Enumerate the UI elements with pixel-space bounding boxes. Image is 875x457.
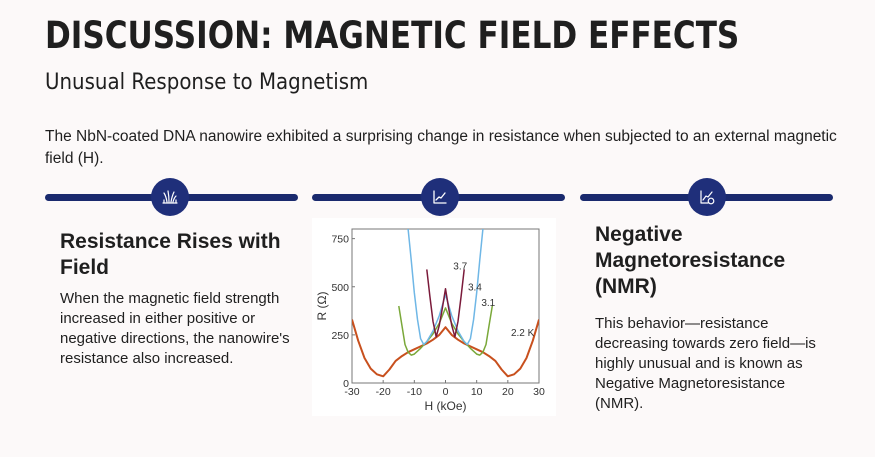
x-tick-label: -10 bbox=[407, 386, 422, 398]
series-annotation: 2.2 K bbox=[511, 328, 535, 339]
y-tick-label: 0 bbox=[343, 378, 349, 390]
x-tick-label: 30 bbox=[533, 386, 545, 398]
left-column-body: When the magnetic field strength increas… bbox=[60, 290, 290, 367]
x-tick-label: 20 bbox=[502, 386, 514, 398]
page-subtitle: Unusual Response to Magnetism bbox=[45, 70, 369, 95]
line-chart-icon bbox=[433, 190, 447, 204]
timeline-node-right bbox=[688, 178, 726, 216]
right-column-body: This behavior—resistance decreasing towa… bbox=[595, 315, 816, 412]
magnetoresistance-chart: -30 -20 -10 0 10 20 30 0 250 500 750 H (kOe) R (Ω) 3.… bbox=[312, 218, 556, 416]
series-line-2-2-K bbox=[352, 319, 539, 378]
series-annotation: 3.7 bbox=[453, 261, 467, 272]
series-line-3-7 bbox=[426, 269, 465, 338]
series-line-3-1 bbox=[398, 305, 494, 356]
y-axis-title: R (Ω) bbox=[315, 292, 329, 321]
grass-icon bbox=[162, 190, 178, 204]
x-tick-label: 0 bbox=[443, 386, 449, 398]
right-column-heading: Negative Magnetoresistance (NMR) bbox=[595, 223, 786, 298]
y-tick-label: 500 bbox=[331, 282, 349, 294]
left-column-heading: Resistance Rises with Field bbox=[60, 230, 281, 279]
series-line-3-4 bbox=[407, 229, 484, 346]
plot-frame bbox=[351, 228, 540, 384]
series-annotation: 3.4 bbox=[468, 283, 482, 294]
y-tick-label: 750 bbox=[331, 234, 349, 246]
chart-search-icon bbox=[700, 190, 715, 205]
timeline-node-left bbox=[151, 178, 189, 216]
x-tick-label: -20 bbox=[376, 386, 391, 398]
y-tick-label: 250 bbox=[331, 330, 349, 342]
x-axis-title: H (kOe) bbox=[425, 399, 467, 413]
page-title: DISCUSSION: MAGNETIC FIELD EFFECTS bbox=[45, 14, 740, 57]
x-tick-label: 10 bbox=[471, 386, 483, 398]
chart-svg: -30 -20 -10 0 10 20 30 0 250 500 750 H (kOe) R (Ω) 3.… bbox=[315, 228, 545, 413]
timeline-node-middle bbox=[421, 178, 459, 216]
x-tick-label: -30 bbox=[344, 386, 359, 398]
intro-paragraph: The NbN-coated DNA nanowire exhibited a … bbox=[45, 128, 837, 167]
series-annotation: 3.1 bbox=[481, 298, 495, 309]
